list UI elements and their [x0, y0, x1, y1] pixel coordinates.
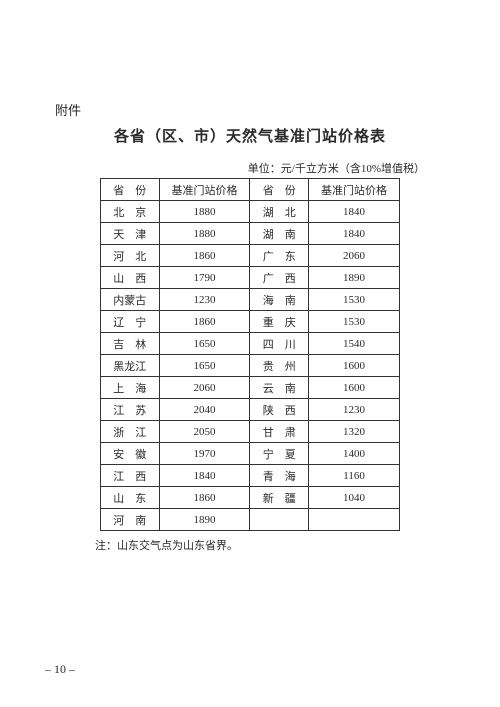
table-row: 上 海2060云 南1600 [101, 377, 400, 399]
province-cell: 青 海 [250, 465, 309, 487]
province-cell: 贵 州 [250, 355, 309, 377]
price-cell: 1600 [309, 377, 400, 399]
price-cell: 1890 [159, 509, 250, 531]
header-province-2: 省 份 [250, 179, 309, 201]
price-cell [309, 509, 400, 531]
table-row: 安 徽1970宁 夏1400 [101, 443, 400, 465]
price-cell: 1860 [159, 311, 250, 333]
province-cell: 辽 宁 [101, 311, 160, 333]
table-row: 吉 林1650四 川1540 [101, 333, 400, 355]
province-cell: 宁 夏 [250, 443, 309, 465]
price-cell: 1530 [309, 289, 400, 311]
table-row: 河 北1860广 东2060 [101, 245, 400, 267]
province-cell: 浙 江 [101, 421, 160, 443]
price-cell: 1860 [159, 487, 250, 509]
table-row: 河 南1890 [101, 509, 400, 531]
province-cell: 北 京 [101, 201, 160, 223]
table-row: 江 西1840青 海1160 [101, 465, 400, 487]
price-cell: 2040 [159, 399, 250, 421]
province-cell: 河 南 [101, 509, 160, 531]
table-header-row: 省 份 基准门站价格 省 份 基准门站价格 [101, 179, 400, 201]
price-cell: 1860 [159, 245, 250, 267]
province-cell: 江 苏 [101, 399, 160, 421]
price-cell: 1840 [159, 465, 250, 487]
table-row: 天 津1880湖 南1840 [101, 223, 400, 245]
price-table: 省 份 基准门站价格 省 份 基准门站价格 北 京1880湖 北1840天 津1… [100, 178, 400, 531]
province-cell: 黑龙江 [101, 355, 160, 377]
table-row: 山 西1790广 西1890 [101, 267, 400, 289]
price-cell: 1650 [159, 333, 250, 355]
province-cell: 吉 林 [101, 333, 160, 355]
price-cell: 1540 [309, 333, 400, 355]
province-cell: 云 南 [250, 377, 309, 399]
table-row: 内蒙古1230海 南1530 [101, 289, 400, 311]
price-cell: 1040 [309, 487, 400, 509]
price-cell: 1600 [309, 355, 400, 377]
price-cell: 1840 [309, 223, 400, 245]
price-cell: 1790 [159, 267, 250, 289]
table-row: 北 京1880湖 北1840 [101, 201, 400, 223]
table-row: 江 苏2040陕 西1230 [101, 399, 400, 421]
table-row: 山 东1860新 疆1040 [101, 487, 400, 509]
province-cell: 四 川 [250, 333, 309, 355]
province-cell: 山 西 [101, 267, 160, 289]
table-row: 浙 江2050甘 肃1320 [101, 421, 400, 443]
price-cell: 1890 [309, 267, 400, 289]
unit-label: 单位：元/千立方米（含10%增值税） [55, 160, 425, 176]
province-cell: 安 徽 [101, 443, 160, 465]
table-note: 注：山东交气点为山东省界。 [95, 537, 445, 553]
province-cell: 广 西 [250, 267, 309, 289]
province-cell: 河 北 [101, 245, 160, 267]
price-cell: 1880 [159, 223, 250, 245]
province-cell: 内蒙古 [101, 289, 160, 311]
price-cell: 1530 [309, 311, 400, 333]
price-cell: 1970 [159, 443, 250, 465]
page-title: 各省（区、市）天然气基准门站价格表 [55, 125, 445, 146]
province-cell: 新 疆 [250, 487, 309, 509]
price-cell: 2060 [159, 377, 250, 399]
province-cell [250, 509, 309, 531]
header-province-1: 省 份 [101, 179, 160, 201]
province-cell: 海 南 [250, 289, 309, 311]
price-cell: 2050 [159, 421, 250, 443]
price-cell: 1320 [309, 421, 400, 443]
province-cell: 湖 北 [250, 201, 309, 223]
province-cell: 上 海 [101, 377, 160, 399]
page-number: – 10 – [45, 662, 75, 677]
header-price-1: 基准门站价格 [159, 179, 250, 201]
price-cell: 1160 [309, 465, 400, 487]
province-cell: 湖 南 [250, 223, 309, 245]
province-cell: 天 津 [101, 223, 160, 245]
price-cell: 1650 [159, 355, 250, 377]
price-cell: 1880 [159, 201, 250, 223]
province-cell: 山 东 [101, 487, 160, 509]
price-cell: 1230 [309, 399, 400, 421]
province-cell: 重 庆 [250, 311, 309, 333]
header-price-2: 基准门站价格 [309, 179, 400, 201]
province-cell: 甘 肃 [250, 421, 309, 443]
price-cell: 1840 [309, 201, 400, 223]
price-cell: 2060 [309, 245, 400, 267]
attachment-label: 附件 [55, 100, 445, 119]
price-cell: 1400 [309, 443, 400, 465]
table-row: 黑龙江1650贵 州1600 [101, 355, 400, 377]
province-cell: 江 西 [101, 465, 160, 487]
table-row: 辽 宁1860重 庆1530 [101, 311, 400, 333]
price-cell: 1230 [159, 289, 250, 311]
province-cell: 广 东 [250, 245, 309, 267]
province-cell: 陕 西 [250, 399, 309, 421]
